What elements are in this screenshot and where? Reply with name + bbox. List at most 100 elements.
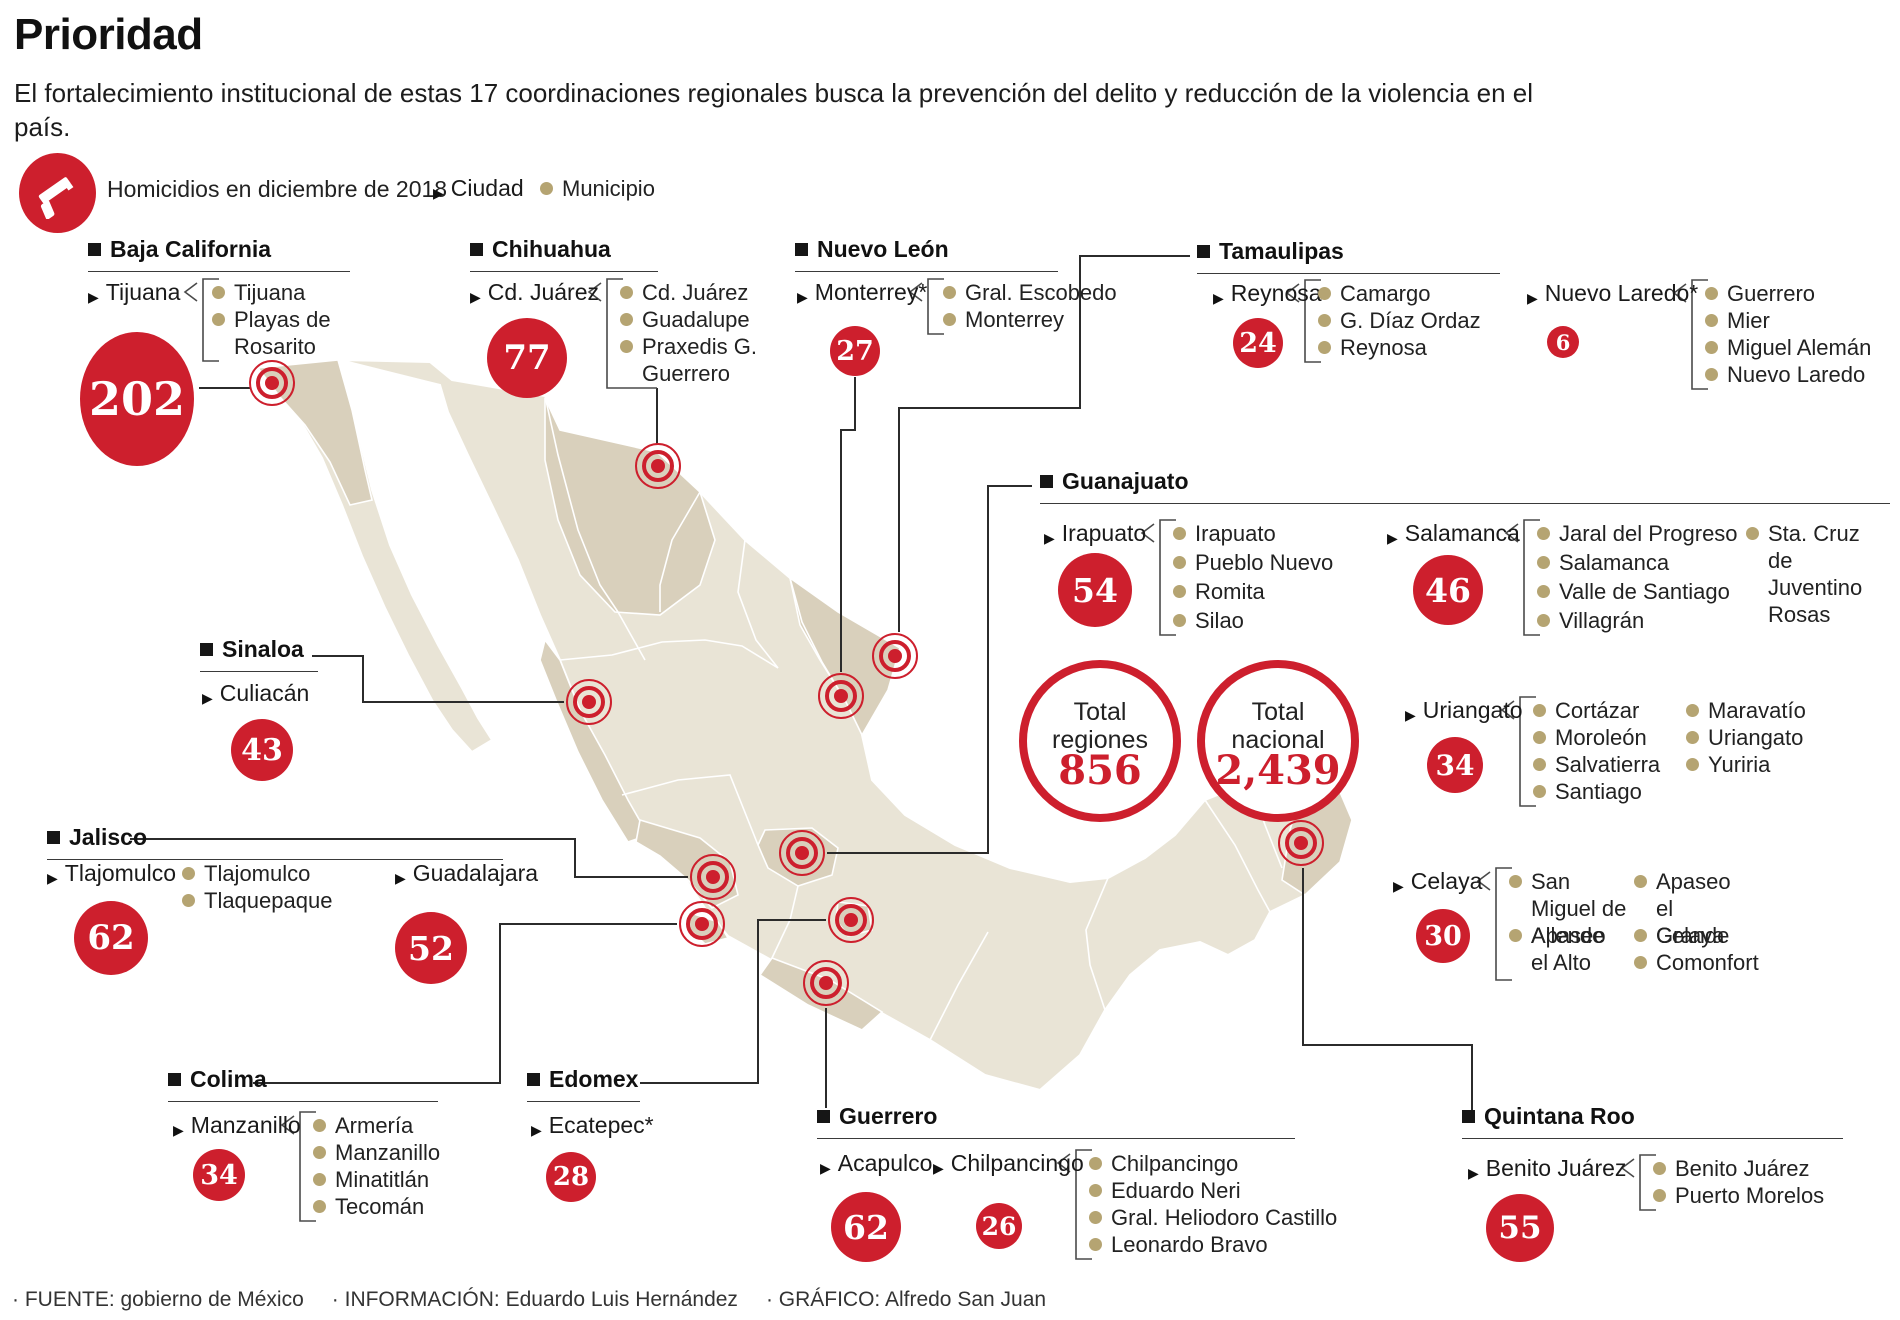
municipality-item: Irapuato — [1173, 520, 1276, 547]
map-marker-edomex — [828, 897, 874, 943]
municipality-item: Puerto Morelos — [1653, 1182, 1824, 1209]
connector-jalisco — [130, 838, 688, 878]
state-header-guanajuato: Guanajuato — [1040, 468, 1890, 504]
square-bullet-icon — [817, 1110, 830, 1123]
map-marker-benito-juarez — [1278, 820, 1324, 866]
value-circle-celaya: 30 — [1416, 909, 1470, 963]
city-label-monterrey: ▶ Monterrey* — [797, 279, 927, 311]
square-bullet-icon — [1462, 1110, 1475, 1123]
city-label-tijuana: ▶ Tijuana — [88, 279, 180, 311]
page-subtitle: El fortalecimiento institucional de esta… — [14, 78, 1534, 142]
state-header-chihuahua: Chihuahua — [470, 236, 658, 272]
municipality-item: Celaya — [1634, 922, 1724, 949]
municipality-item: Apaseo el Alto — [1509, 922, 1606, 976]
city-arrow-icon: ▶ — [47, 870, 58, 886]
baja-peninsula-shape — [256, 358, 494, 754]
state-header-tamaulipas: Tamaulipas — [1197, 238, 1500, 274]
city-arrow-icon: ▶ — [1527, 290, 1538, 306]
municipality-dot-icon — [182, 894, 195, 907]
city-arrow-icon: ▶ — [820, 1160, 831, 1176]
city-label-cd-juarez: ▶ Cd. Juárez — [470, 279, 599, 311]
city-label-uriangato: ▶ Uriangato — [1405, 697, 1523, 729]
footer-info: · INFORMACIÓN: Eduardo Luis Hernández — [331, 1288, 738, 1311]
municipality-item: Silao — [1173, 607, 1244, 634]
municipality-dot-icon — [1686, 758, 1699, 771]
municipality-dot-icon — [1173, 614, 1186, 627]
municipality-item: Maravatío — [1686, 697, 1806, 724]
legend-metric-label: Homicidios en diciembre de 2018 — [107, 176, 448, 202]
bracket-reynosa — [1285, 279, 1321, 363]
bracket-tijuana — [183, 278, 219, 362]
city-label-guadalajara: ▶ Guadalajara — [395, 860, 538, 892]
municipality-item: Cd. Juárez — [620, 279, 748, 306]
municipality-item: Playas de Rosarito — [212, 306, 345, 360]
municipality-dot-icon — [1173, 585, 1186, 598]
value-circle-nuevo-laredo: 6 — [1547, 326, 1579, 358]
value-circle-salamanca: 46 — [1413, 555, 1483, 625]
city-label-tlajomulco: ▶ Tlajomulco — [47, 860, 176, 892]
municipality-item: Romita — [1173, 578, 1265, 605]
municipality-item: Eduardo Neri — [1089, 1177, 1241, 1204]
state-shape-chihuahua — [544, 397, 716, 616]
city-label-acapulco: ▶ Acapulco — [820, 1150, 932, 1182]
value-circle-tlajomulco: 62 — [74, 901, 148, 975]
state-header-guerrero: Guerrero — [817, 1103, 1295, 1139]
city-arrow-icon: ▶ — [797, 289, 808, 305]
footer-credit: · GRÁFICO: Alfredo San Juan — [765, 1288, 1047, 1311]
state-shape-baja-california — [256, 359, 373, 506]
municipality-item: Pueblo Nuevo — [1173, 549, 1333, 576]
square-bullet-icon — [200, 643, 213, 656]
municipality-dot-icon — [1653, 1189, 1666, 1202]
bracket-cd-juarez — [587, 278, 657, 389]
municipality-dot-icon — [182, 867, 195, 880]
total-national-circle: Total nacional 2,439 — [1197, 660, 1359, 822]
value-circle-monterrey: 27 — [830, 326, 880, 376]
map-marker-guanajuato — [779, 830, 825, 876]
city-arrow-icon: ▶ — [395, 870, 406, 886]
municipality-item: Praxedis G. Guerrero — [620, 333, 760, 387]
municipality-item: Villagrán — [1537, 607, 1644, 634]
municipality-item: Armería — [313, 1112, 413, 1139]
municipality-dot-icon — [1705, 368, 1718, 381]
map-marker-colima — [679, 901, 725, 947]
municipality-dot-icon — [1089, 1157, 1102, 1170]
bracket-manzanillo — [280, 1111, 316, 1222]
municipality-item: Monterrey — [943, 306, 1064, 333]
municipality-dot-icon — [1634, 929, 1647, 942]
bracket-uriangato — [1500, 696, 1536, 807]
value-circle-cd-juarez: 77 — [487, 318, 567, 398]
municipality-dot-icon — [1705, 287, 1718, 300]
connector-quintana-roo — [1302, 868, 1473, 1110]
city-label-salamanca: ▶ Salamanca — [1387, 520, 1520, 552]
city-label-ecatepec: ▶ Ecatepec* — [531, 1112, 654, 1144]
legend-city-item: ▶ Ciudad — [433, 175, 524, 207]
legend-city-label: Ciudad — [450, 175, 524, 201]
municipality-item: Guadalupe — [620, 306, 750, 333]
square-bullet-icon — [470, 243, 483, 256]
city-arrow-icon: ▶ — [1213, 290, 1224, 306]
value-circle-guadalajara: 52 — [395, 912, 467, 984]
city-arrow-icon: ▶ — [173, 1122, 184, 1138]
value-circle-benito-juarez: 55 — [1486, 1194, 1554, 1262]
municipality-dot-icon — [620, 286, 633, 299]
city-label-manzanillo: ▶ Manzanillo — [173, 1112, 301, 1144]
city-arrow-icon: ▶ — [88, 289, 99, 305]
square-bullet-icon — [1040, 475, 1053, 488]
municipality-dot-icon — [943, 286, 956, 299]
municipality-item: Santiago — [1533, 778, 1642, 805]
municipality-item: Mier — [1705, 307, 1770, 334]
square-bullet-icon — [88, 243, 101, 256]
municipality-dot-icon — [1533, 785, 1546, 798]
city-arrow-icon: ▶ — [1044, 530, 1055, 546]
city-arrow-icon: ▶ — [433, 185, 444, 201]
connector-sinaloa — [312, 655, 564, 703]
square-bullet-icon — [795, 243, 808, 256]
city-arrow-icon: ▶ — [1405, 707, 1416, 723]
municipality-item: Jaral del Progreso — [1537, 520, 1738, 547]
municipality-dot-icon — [1318, 314, 1331, 327]
city-arrow-icon: ▶ — [933, 1160, 944, 1176]
municipality-item: Gral. Heliodoro Castillo — [1089, 1204, 1337, 1231]
map-marker-reynosa — [872, 633, 918, 679]
map-marker-monterrey — [818, 673, 864, 719]
municipality-dot-icon — [1537, 556, 1550, 569]
